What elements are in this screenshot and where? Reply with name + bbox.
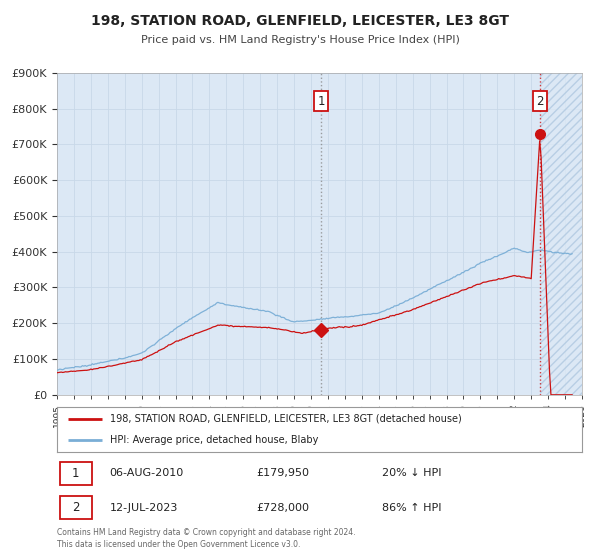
Text: 1: 1 bbox=[72, 467, 80, 480]
Text: 198, STATION ROAD, GLENFIELD, LEICESTER, LE3 8GT (detached house): 198, STATION ROAD, GLENFIELD, LEICESTER,… bbox=[110, 414, 461, 424]
Text: £179,950: £179,950 bbox=[257, 468, 310, 478]
Text: 86% ↑ HPI: 86% ↑ HPI bbox=[383, 503, 442, 513]
Text: 1: 1 bbox=[317, 95, 325, 108]
FancyBboxPatch shape bbox=[59, 462, 92, 485]
Text: Contains HM Land Registry data © Crown copyright and database right 2024.
This d: Contains HM Land Registry data © Crown c… bbox=[57, 528, 355, 549]
Text: 2: 2 bbox=[536, 95, 544, 108]
Text: 20% ↓ HPI: 20% ↓ HPI bbox=[383, 468, 442, 478]
FancyBboxPatch shape bbox=[59, 496, 92, 519]
Text: 2: 2 bbox=[72, 501, 80, 514]
Bar bbox=[540, 73, 582, 395]
Text: HPI: Average price, detached house, Blaby: HPI: Average price, detached house, Blab… bbox=[110, 435, 318, 445]
Text: Price paid vs. HM Land Registry's House Price Index (HPI): Price paid vs. HM Land Registry's House … bbox=[140, 35, 460, 45]
Text: 06-AUG-2010: 06-AUG-2010 bbox=[110, 468, 184, 478]
Text: 198, STATION ROAD, GLENFIELD, LEICESTER, LE3 8GT: 198, STATION ROAD, GLENFIELD, LEICESTER,… bbox=[91, 14, 509, 28]
Bar bbox=[540, 73, 582, 395]
Text: 12-JUL-2023: 12-JUL-2023 bbox=[110, 503, 178, 513]
Text: £728,000: £728,000 bbox=[257, 503, 310, 513]
